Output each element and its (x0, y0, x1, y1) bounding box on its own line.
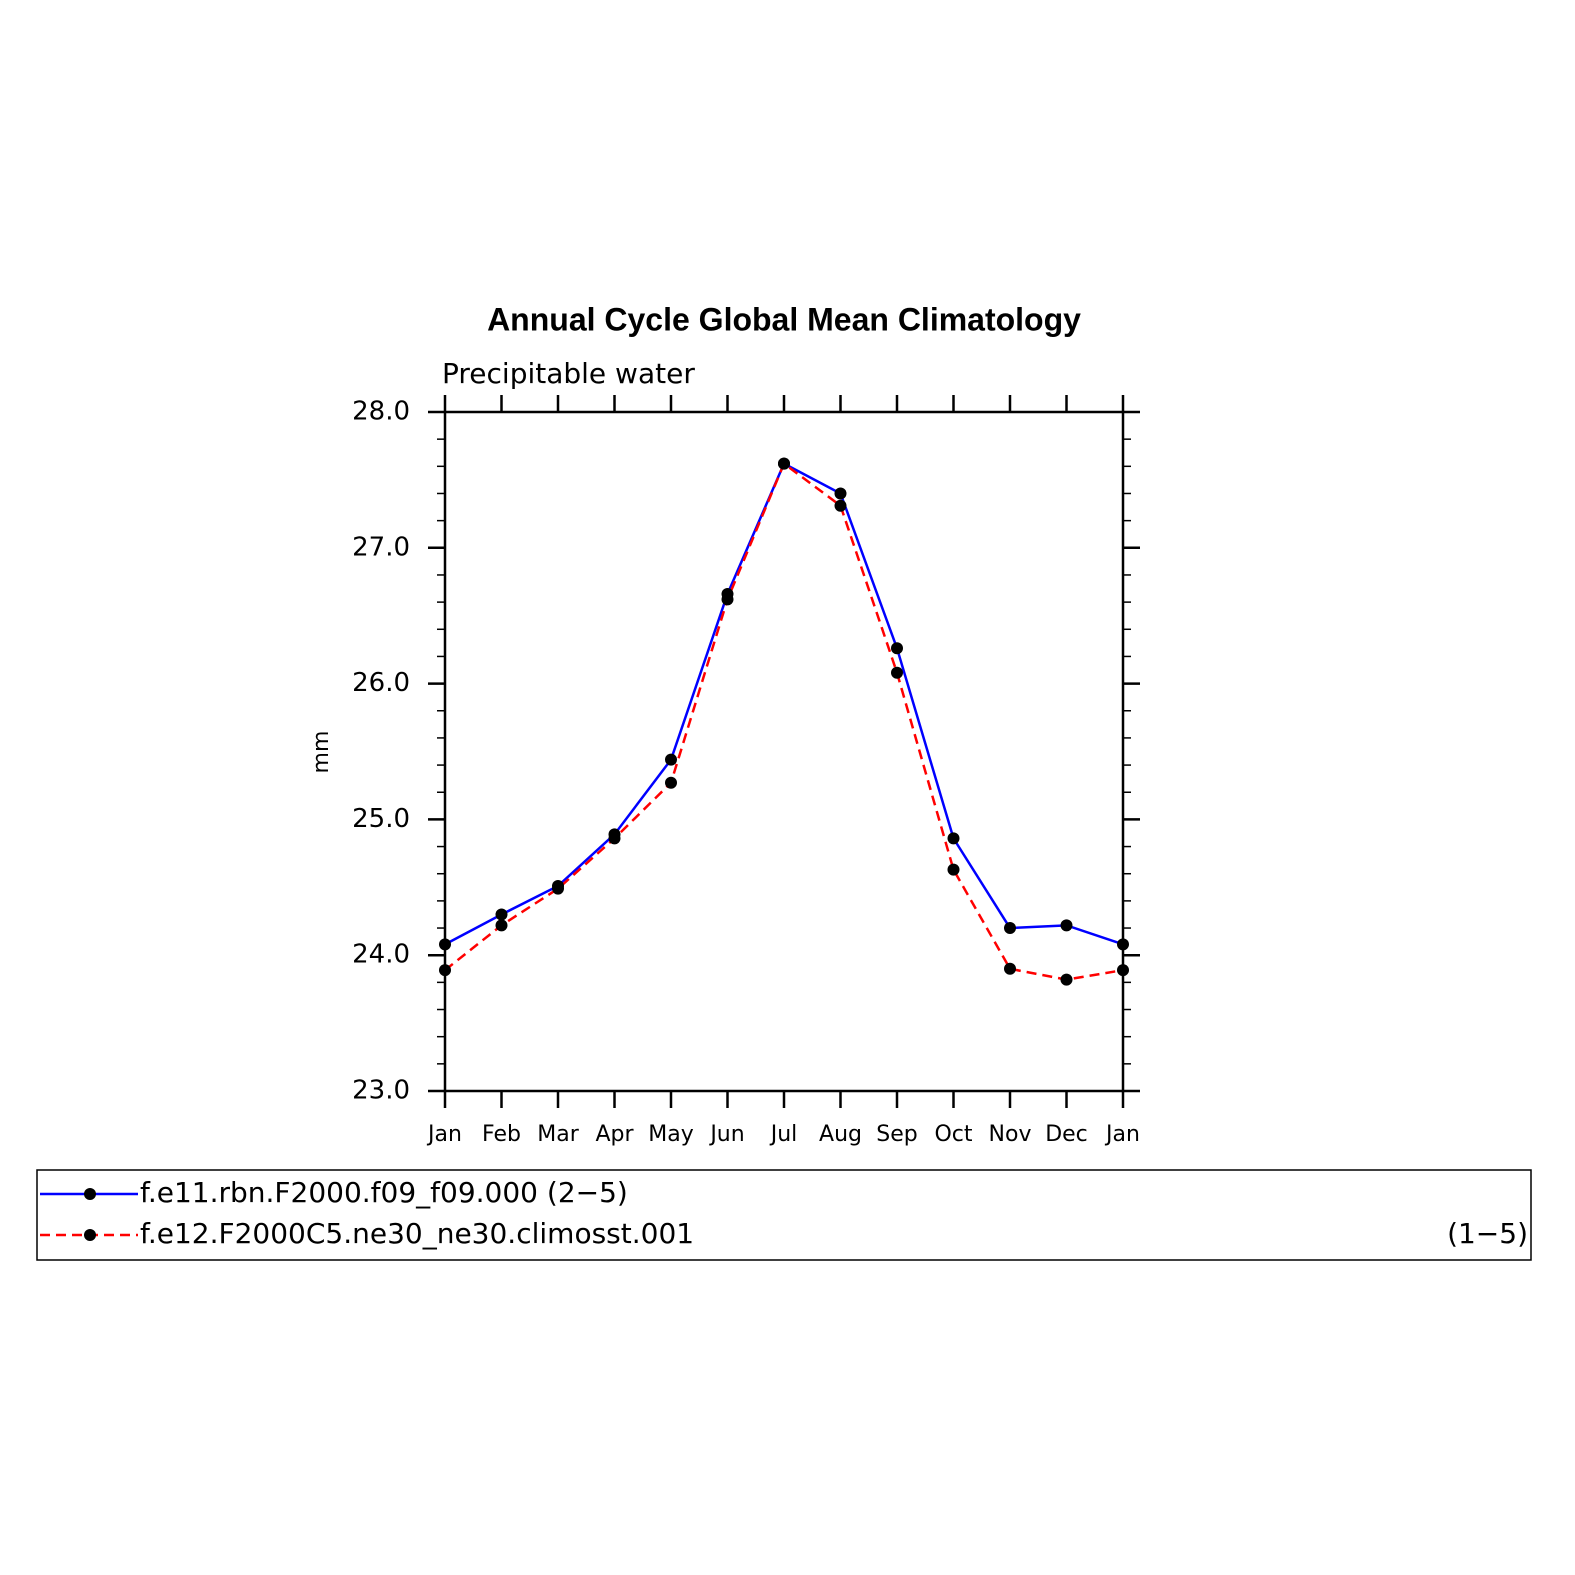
x-tick-label: Mar (537, 1122, 579, 1147)
data-point (1117, 964, 1129, 977)
x-tick-label: Sep (876, 1122, 917, 1147)
legend-suffix: (1−5) (1447, 1217, 1528, 1250)
x-tick-label: Aug (819, 1122, 862, 1147)
legend-box (36, 1169, 1532, 1261)
chart-subtitle: Precipitable water (442, 357, 695, 390)
y-tick-label: 23.0 (352, 1076, 410, 1106)
x-tick-label: Jan (426, 1122, 462, 1147)
y-axis-label: mm (309, 731, 334, 774)
y-tick-label: 24.0 (352, 940, 410, 970)
y-tick-label: 25.0 (352, 804, 410, 834)
chart-title: Annual Cycle Global Mean Climatology (487, 301, 1081, 337)
data-point (1004, 962, 1016, 975)
legend-marker (84, 1188, 96, 1200)
data-point (665, 753, 677, 766)
data-point (834, 499, 847, 512)
data-point (891, 666, 903, 679)
data-point (552, 882, 564, 895)
data-point (1004, 922, 1016, 935)
y-tick-label: 26.0 (352, 668, 410, 698)
data-point (891, 642, 903, 655)
x-tick-label: May (648, 1122, 693, 1147)
data-point (665, 776, 677, 789)
data-point (778, 457, 790, 470)
x-tick-label: Oct (934, 1122, 972, 1147)
data-point (495, 908, 508, 921)
x-tick-label: Jul (769, 1122, 798, 1147)
y-tick-label: 27.0 (352, 532, 410, 562)
data-point (834, 487, 847, 500)
data-point (608, 832, 621, 845)
x-tick-label: Nov (989, 1122, 1032, 1147)
data-point (1060, 919, 1073, 932)
data-point (1117, 938, 1129, 951)
data-point (721, 593, 734, 606)
legend-label: f.e12.F2000C5.ne30_ne30.climosst.001 (140, 1217, 694, 1250)
y-tick-label: 28.0 (352, 397, 410, 427)
legend-label: f.e11.rbn.F2000.f09_f09.000 (2−5) (140, 1176, 628, 1209)
data-point (495, 919, 508, 932)
x-tick-label: Apr (595, 1122, 634, 1147)
data-point (1060, 973, 1073, 986)
data-point (947, 863, 960, 876)
x-tick-label: Jun (708, 1122, 744, 1147)
legend-marker (84, 1229, 96, 1241)
data-point (439, 938, 451, 951)
data-point (439, 964, 451, 977)
x-tick-label: Dec (1045, 1122, 1088, 1147)
data-point (947, 832, 960, 845)
x-tick-label: Feb (482, 1122, 521, 1147)
x-tick-label: Jan (1104, 1122, 1140, 1147)
